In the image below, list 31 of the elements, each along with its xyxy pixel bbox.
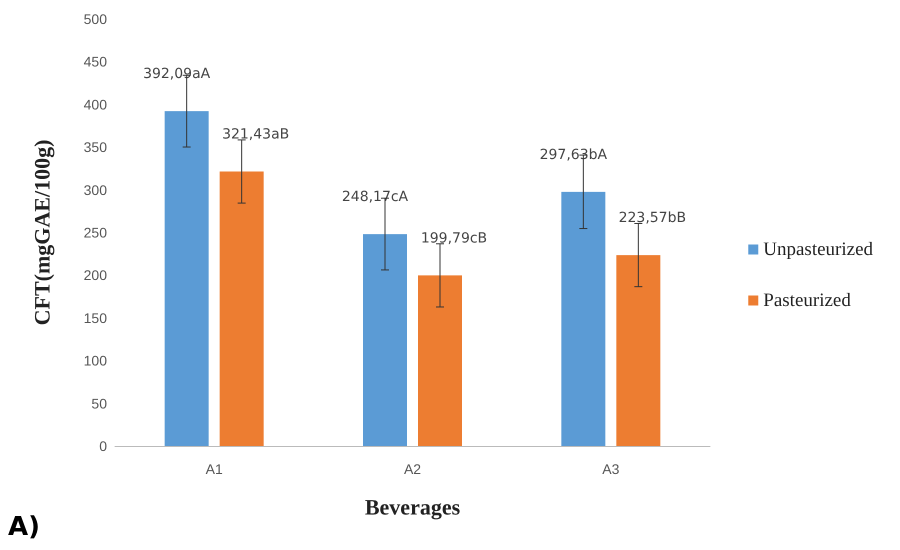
y-axis-title: CFT(mgGAE/100g) — [30, 140, 54, 326]
x-axis-title: Beverages — [364, 494, 461, 520]
y-tick-label: 350 — [84, 139, 108, 156]
data-label: 297,63bA — [540, 146, 608, 163]
bar — [164, 111, 209, 446]
data-label: 392,09aA — [143, 66, 211, 82]
x-tick-label: A3 — [602, 461, 620, 477]
y-tick-label: 500 — [84, 11, 108, 27]
bar — [616, 255, 660, 446]
bar — [418, 275, 462, 446]
y-tick-label: 300 — [84, 182, 108, 198]
y-tick-label: 250 — [84, 224, 108, 240]
legend-label: Unpasteurized — [763, 239, 874, 260]
y-tick-label: 0 — [99, 438, 108, 454]
x-tick-label: A1 — [206, 461, 223, 477]
data-label: 223,57bB — [618, 210, 686, 226]
bar — [363, 234, 407, 446]
x-tick-label: A2 — [404, 461, 422, 477]
y-tick-label: 50 — [91, 395, 108, 412]
y-tick-label: 100 — [84, 352, 108, 369]
data-label: 248,17cA — [342, 189, 409, 206]
bar — [561, 192, 606, 446]
legend-label: Pasteurized — [763, 290, 852, 311]
y-tick-label: 200 — [84, 267, 108, 284]
text: A) — [8, 512, 40, 542]
data-label: 199,79cB — [420, 230, 488, 246]
y-tick-label: 450 — [84, 54, 108, 70]
data-label: 321,43aB — [222, 126, 290, 142]
y-tick-label: 150 — [84, 310, 108, 326]
bar — [220, 172, 264, 446]
y-tick-label: 400 — [84, 96, 108, 112]
